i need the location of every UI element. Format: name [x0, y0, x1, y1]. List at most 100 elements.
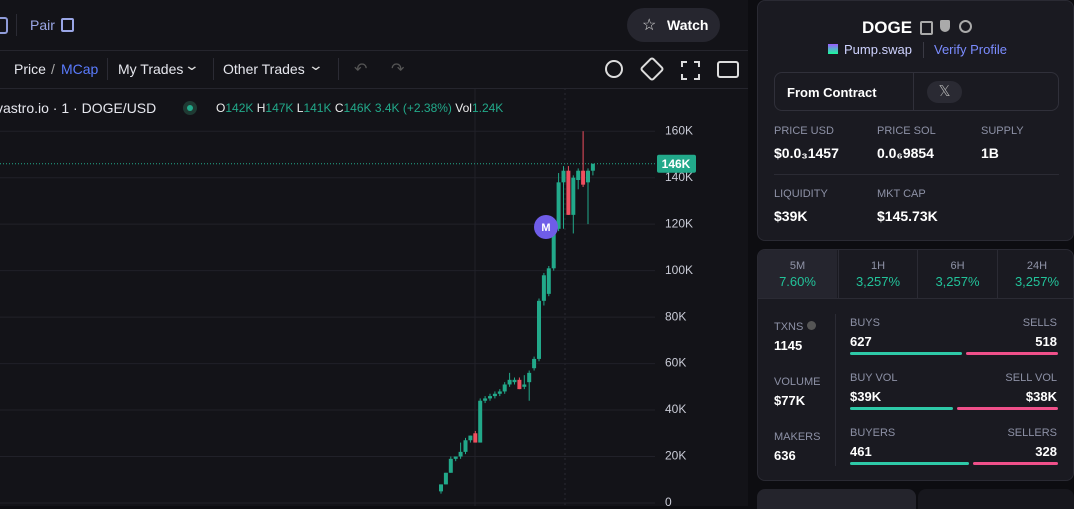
metric-label: MAKERS — [774, 431, 820, 443]
stat-label: PRICE USD — [774, 125, 834, 137]
candle-body — [542, 275, 546, 301]
buy-bar — [850, 352, 962, 355]
current-price-label: 146K — [662, 157, 691, 171]
candle-body — [547, 268, 551, 294]
tab-change: 3,257% — [998, 274, 1074, 289]
candle-body — [513, 380, 517, 382]
separator — [16, 14, 17, 36]
watch-button[interactable]: ☆ Watch — [627, 8, 720, 42]
divider — [774, 174, 1059, 175]
period-tab[interactable]: 1H 3,257% — [838, 250, 918, 298]
fullscreen-icon[interactable] — [681, 61, 700, 80]
buy-bar — [850, 462, 969, 465]
candle-body — [532, 359, 536, 368]
undo[interactable]: ↶ — [354, 59, 367, 79]
stat-value: 1B — [981, 145, 999, 161]
from-contract[interactable]: From Contract — [787, 85, 877, 100]
divider — [758, 298, 1074, 299]
candle-body — [591, 164, 595, 171]
icon — [0, 17, 8, 34]
metric-label: TXNS — [774, 321, 803, 333]
price-toggle[interactable]: Price — [14, 61, 46, 77]
watch-label: Watch — [667, 17, 708, 33]
o-label: O — [216, 101, 225, 115]
dex-name[interactable]: Pump.swap — [844, 42, 912, 57]
chevron: ⌄ — [308, 57, 324, 74]
marker-label: M — [541, 222, 550, 234]
stat-label: LIQUIDITY — [774, 188, 828, 200]
shield-icon[interactable] — [940, 20, 950, 32]
y-tick-label: 160K — [665, 123, 693, 137]
candle-body — [498, 391, 502, 393]
candle-body — [571, 178, 575, 215]
dex-icon — [828, 44, 838, 54]
candle-body — [444, 473, 448, 485]
sell-value: 328 — [1035, 444, 1057, 459]
sell-label: SELLERS — [1007, 427, 1057, 439]
buy-label: BUY VOL — [850, 372, 898, 384]
stat-value: $0.0₃1457 — [774, 145, 839, 161]
candle-body — [517, 380, 521, 389]
camera-icon[interactable] — [717, 61, 739, 78]
candle-body — [488, 396, 492, 398]
candle-body — [503, 384, 507, 391]
y-tick-label: 0 — [665, 495, 672, 506]
buy-value: $39K — [850, 389, 881, 404]
period-tab[interactable]: 24H 3,257% — [997, 250, 1074, 298]
redo[interactable]: ↷ — [391, 59, 404, 79]
search-icon[interactable] — [959, 20, 972, 33]
tab-period: 6H — [918, 260, 997, 272]
y-tick-label: 60K — [665, 356, 686, 370]
copy-icon[interactable] — [61, 18, 74, 32]
my-trades[interactable]: My Trades — [118, 61, 183, 77]
slash: / — [51, 61, 55, 77]
tab-period: 24H — [998, 260, 1074, 272]
tab-period: 1H — [839, 260, 918, 272]
verify-link[interactable]: Verify Profile — [934, 42, 1007, 57]
star-icon: ☆ — [642, 15, 656, 35]
tab-change: 3,257% — [839, 274, 918, 289]
sell-label: SELL VOL — [1005, 372, 1057, 384]
candle-body — [483, 398, 487, 400]
candle-body — [586, 171, 590, 183]
c-value: 146K — [344, 101, 372, 115]
stat-label: SUPPLY — [981, 125, 1024, 137]
c-label: C — [335, 101, 344, 115]
copy-icon[interactable] — [920, 21, 933, 35]
candle-body — [439, 484, 443, 491]
candle-body — [537, 301, 541, 359]
candle-body — [464, 440, 468, 452]
candle-body — [562, 171, 566, 183]
buy-label: BUYERS — [850, 427, 895, 439]
candle-body — [473, 433, 477, 442]
x-link[interactable]: 𝕏 — [927, 81, 962, 103]
stat-value: $39K — [774, 208, 807, 224]
y-tick-label: 120K — [665, 216, 693, 230]
candle-body — [576, 171, 580, 180]
candle-body — [581, 171, 585, 185]
h-value: 147K — [265, 101, 293, 115]
ohlc: O142K H147K L141K C146K 3.4K (+2.38%) Vo… — [216, 101, 503, 115]
candle-body — [566, 171, 570, 215]
metric-value: 636 — [774, 448, 796, 463]
pair-link[interactable]: Pair — [30, 17, 55, 33]
sell-bar — [973, 462, 1058, 465]
indicator-icon[interactable] — [605, 60, 623, 78]
metric-label: VOLUME — [774, 376, 820, 388]
separator — [338, 58, 339, 80]
separator — [923, 42, 924, 58]
tab-change: 7.60% — [758, 274, 837, 289]
links-box: From Contract 𝕏 — [774, 72, 1059, 111]
other-trades[interactable]: Other Trades — [223, 61, 305, 77]
sell-tab[interactable] — [918, 489, 1074, 509]
mcap-toggle[interactable]: MCap — [61, 61, 98, 77]
status-dot — [183, 101, 197, 115]
token-card: DOGE Pump.swap Verify Profile From Contr… — [757, 0, 1074, 241]
buy-tab[interactable] — [757, 489, 916, 509]
